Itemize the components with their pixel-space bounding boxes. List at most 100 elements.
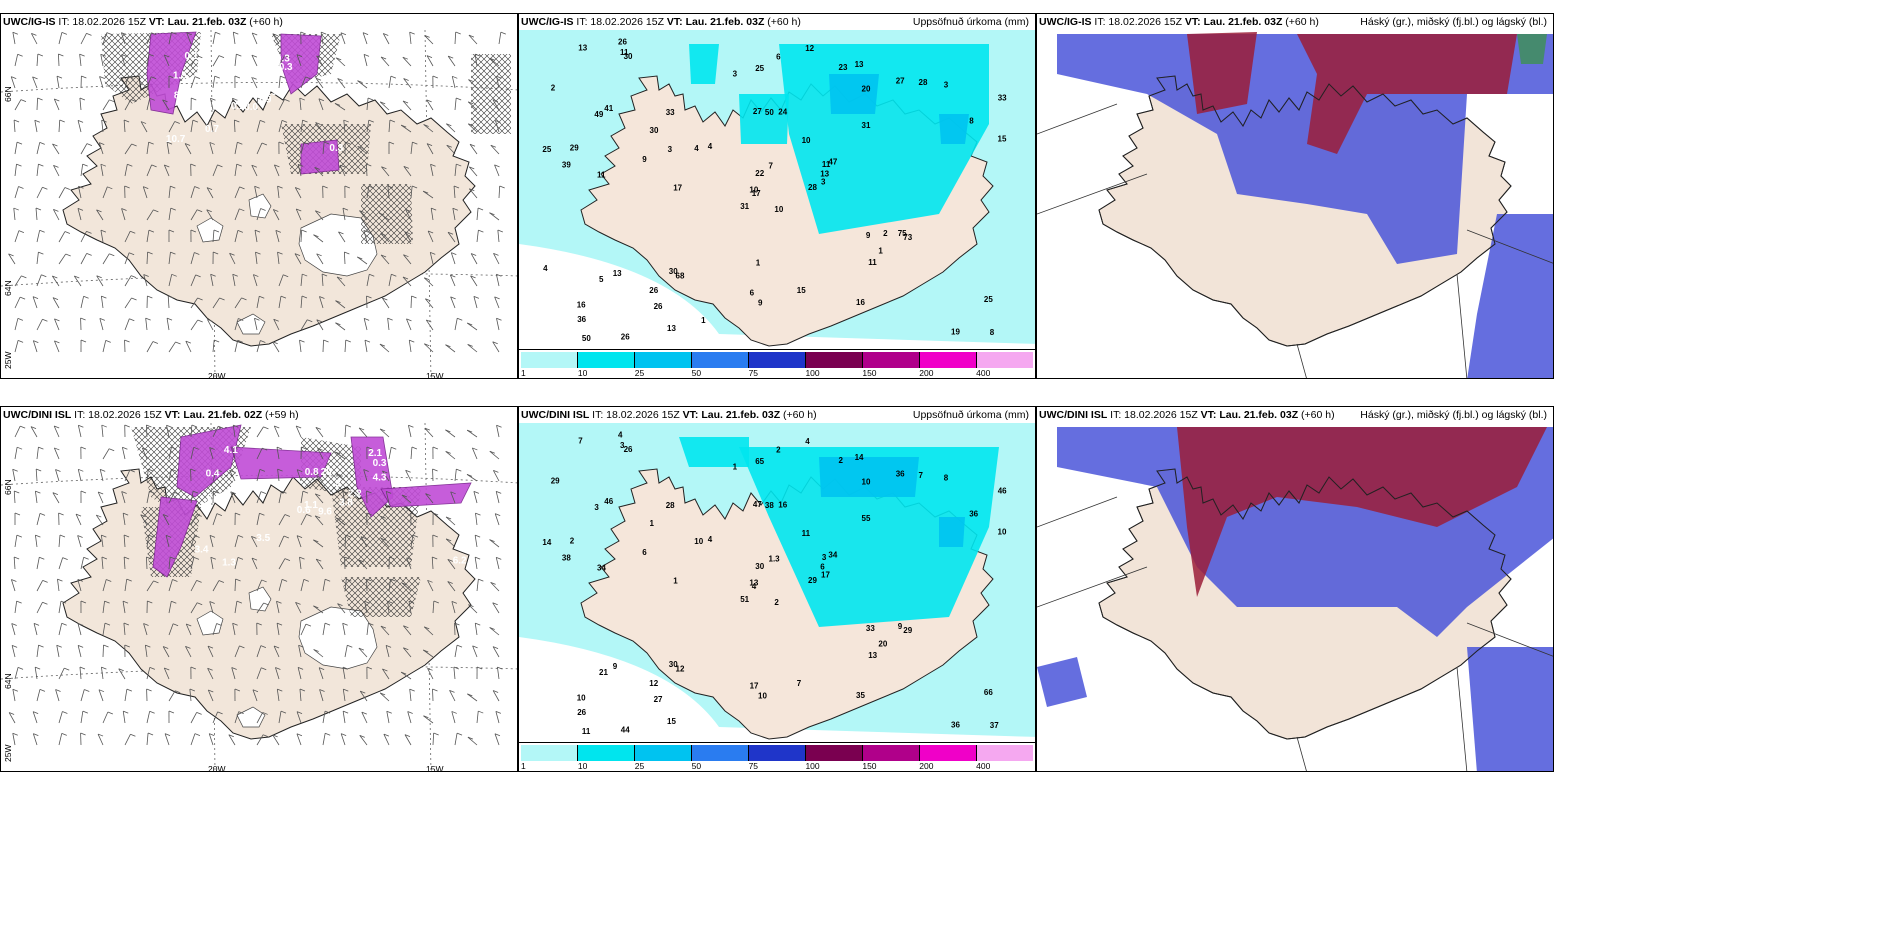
wind-barb xyxy=(467,101,478,111)
value-label: 2 xyxy=(570,537,575,546)
wind-barb xyxy=(403,166,412,177)
value-label: 4.1 xyxy=(224,445,238,456)
wind-barb-flag xyxy=(64,667,70,671)
wind-barb-flag xyxy=(277,688,283,692)
wind-barb xyxy=(296,54,302,67)
wind-barb xyxy=(144,645,148,658)
wind-barb xyxy=(33,623,38,636)
wind-barb-flag xyxy=(335,322,341,326)
wind-barb-flag xyxy=(237,557,244,560)
wind-barb-flag xyxy=(148,534,154,538)
wind-barb xyxy=(408,340,412,353)
latitude-line xyxy=(1,475,517,486)
wind-barb xyxy=(366,186,370,199)
wind-barb xyxy=(472,645,478,658)
value-label: 65 xyxy=(755,457,764,466)
map-panel-dini-cloud: UWC/DINI ISL IT: 18.02.2026 15Z VT: Lau.… xyxy=(1036,406,1554,772)
wind-barb xyxy=(339,164,346,177)
wind-barb-flag xyxy=(344,556,350,560)
wind-barb-flag xyxy=(345,141,351,145)
wind-barb xyxy=(34,120,38,133)
wind-barb-flag xyxy=(432,688,438,692)
wind-barb-flag xyxy=(12,468,18,472)
wind-barb-flag xyxy=(313,234,319,238)
wind-barb-flag xyxy=(426,143,433,146)
wind-barb xyxy=(300,229,303,243)
wind-barb-flag xyxy=(254,185,260,189)
wind-barb-flag xyxy=(272,33,278,37)
wind-barb xyxy=(315,77,324,89)
wind-barb-flag xyxy=(390,75,397,79)
wind-barb xyxy=(124,164,128,177)
wind-barb-flag xyxy=(52,275,58,279)
wind-barb-flag xyxy=(105,339,111,343)
wind-barb-flag xyxy=(58,53,64,57)
wind-barb-flag xyxy=(231,667,237,670)
wind-barb xyxy=(358,427,368,438)
colorbar-cell xyxy=(977,745,1033,761)
wind-barb-flag xyxy=(284,514,291,517)
wind-barb xyxy=(124,231,131,243)
wind-barb-flag xyxy=(18,186,24,189)
wind-barb xyxy=(251,536,258,548)
value-label: 36 xyxy=(951,721,960,730)
wind-barb xyxy=(124,252,130,265)
wind-barb-flag xyxy=(317,447,323,451)
value-label: 47 xyxy=(828,158,837,167)
wind-barb-flag xyxy=(12,732,18,736)
wind-barb xyxy=(36,447,39,460)
wind-barb-flag xyxy=(296,425,302,429)
wind-barb xyxy=(452,208,456,221)
wind-barb-flag xyxy=(101,424,107,428)
wind-barb xyxy=(473,491,478,504)
wind-barb xyxy=(423,715,434,724)
wind-barb xyxy=(497,667,500,680)
value-label: 3 xyxy=(668,145,673,154)
wind-barb-flag xyxy=(122,512,129,516)
wind-barb-flag xyxy=(495,711,502,714)
wind-barb-flag xyxy=(58,512,64,516)
wind-barb xyxy=(102,623,106,636)
wind-barb xyxy=(14,186,19,199)
wind-barb-flag xyxy=(206,209,212,213)
wind-barb-flag xyxy=(14,490,20,494)
wind-barb-flag xyxy=(38,251,44,255)
wind-barb-flag xyxy=(237,141,243,145)
wind-barb-flag xyxy=(235,512,241,516)
wind-barb xyxy=(406,557,412,570)
wind-barb xyxy=(276,601,280,614)
wind-barb xyxy=(498,185,501,199)
wind-barb-flag xyxy=(34,119,40,123)
wind-barb-flag xyxy=(403,254,409,258)
wind-barb-flag xyxy=(342,622,348,626)
wind-barb xyxy=(402,276,412,287)
wind-barb xyxy=(296,711,302,724)
value-label: 23 xyxy=(839,63,848,72)
wind-barb-flag xyxy=(363,53,370,57)
value-label: 0.1 xyxy=(231,101,245,112)
glacier xyxy=(196,217,224,243)
value-label: 20 xyxy=(321,467,333,478)
value-label: 13 xyxy=(578,43,587,52)
wind-barb-flag xyxy=(233,31,239,35)
wind-barb xyxy=(300,142,305,155)
wind-barb-flag xyxy=(307,319,313,323)
wind-barb-flag xyxy=(16,141,23,145)
wind-barb xyxy=(146,230,150,243)
wind-barb-flag xyxy=(127,163,133,167)
wind-barb-flag xyxy=(467,322,473,326)
wind-barb xyxy=(495,557,500,570)
colorbar-cell xyxy=(806,352,863,368)
wind-barb xyxy=(364,601,368,614)
wind-barb-flag xyxy=(80,490,87,494)
value-label: 20 xyxy=(862,84,871,93)
wind-barb-flag xyxy=(236,600,243,604)
wind-barb-flag xyxy=(296,54,303,58)
wind-barb-flag xyxy=(84,689,90,692)
wind-barb-flag xyxy=(118,668,124,672)
value-label: 4 xyxy=(708,535,713,544)
wind-barb-flag xyxy=(323,339,329,343)
wind-barb-flag xyxy=(496,273,502,277)
wind-barb xyxy=(168,447,172,460)
wind-barb-flag xyxy=(52,492,59,496)
